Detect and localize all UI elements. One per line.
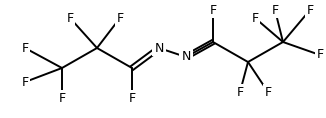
Text: N: N [181,51,191,63]
Text: F: F [251,11,259,25]
Text: F: F [67,11,74,25]
Text: F: F [272,4,278,17]
Text: F: F [264,86,272,99]
Text: F: F [306,4,314,17]
Text: F: F [128,91,136,105]
Text: F: F [317,48,324,61]
Text: F: F [22,76,29,88]
Text: F: F [58,91,66,105]
Text: F: F [236,86,244,99]
Text: F: F [116,11,124,25]
Text: F: F [209,4,216,17]
Text: F: F [22,42,29,55]
Text: N: N [154,42,164,55]
